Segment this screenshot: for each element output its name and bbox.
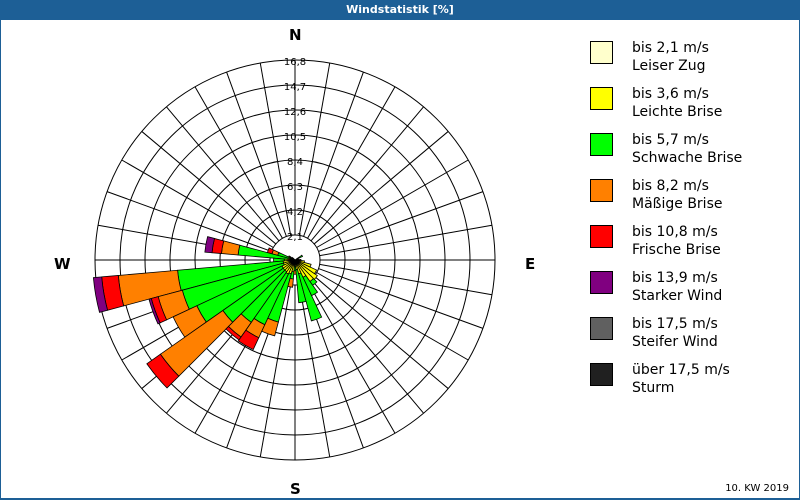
rose-wedge bbox=[261, 317, 279, 337]
legend-swatch bbox=[590, 225, 613, 248]
rose-wedge bbox=[295, 268, 307, 304]
legend: bis 2,1 m/s Leiser Zug bis 3,6 m/s Leichte… bbox=[590, 40, 790, 409]
legend-swatch bbox=[590, 271, 613, 294]
legend-item: bis 8,2 m/s Mäßige Brise bbox=[590, 178, 790, 225]
rose-wedge bbox=[146, 353, 180, 389]
compass-south: S bbox=[290, 480, 301, 498]
rose-wedge bbox=[92, 276, 109, 313]
compass-east: E bbox=[525, 255, 536, 273]
legend-swatch bbox=[590, 317, 613, 340]
legend-item: bis 10,8 m/s Frische Brise bbox=[590, 224, 790, 271]
rose-wedge bbox=[204, 236, 215, 254]
rose-wedge bbox=[237, 329, 260, 351]
chart-panel: 2,1 4,2 6,3 8,4 10,5 12,6 14,7 16,8 N E S W bis… bbox=[1, 20, 799, 498]
legend-range: bis 10,8 m/s bbox=[632, 224, 718, 240]
svg-text:4,2: 4,2 bbox=[287, 207, 303, 218]
legend-label: Leichte Brise bbox=[632, 104, 723, 120]
week-label: 10. KW 2019 bbox=[725, 483, 789, 494]
rose-wedge bbox=[309, 277, 318, 286]
legend-label: Starker Wind bbox=[632, 288, 723, 304]
legend-label: Leiser Zug bbox=[632, 58, 706, 74]
legend-range: bis 8,2 m/s bbox=[632, 178, 709, 194]
rose-wedge bbox=[172, 305, 207, 338]
chart-title: Windstatistik [%] bbox=[0, 0, 800, 20]
rose-wedge bbox=[291, 256, 294, 260]
compass-west: W bbox=[54, 255, 71, 273]
legend-item: bis 5,7 m/s Schwache Brise bbox=[590, 132, 790, 179]
rose-wedge bbox=[287, 277, 294, 288]
wind-rose: 2,1 4,2 6,3 8,4 10,5 12,6 14,7 16,8 bbox=[92, 57, 496, 461]
svg-text:2,1: 2,1 bbox=[287, 232, 303, 243]
legend-swatch bbox=[590, 363, 613, 386]
legend-label: Steifer Wind bbox=[632, 334, 718, 350]
rose-wedge bbox=[221, 240, 241, 256]
rose-wedge bbox=[266, 247, 274, 255]
svg-text:8,4: 8,4 bbox=[287, 157, 303, 168]
legend-label: Frische Brise bbox=[632, 242, 721, 258]
legend-range: über 17,5 m/s bbox=[632, 362, 730, 378]
svg-text:12,6: 12,6 bbox=[284, 107, 306, 118]
legend-item: bis 17,5 m/s Steifer Wind bbox=[590, 316, 790, 363]
legend-range: bis 17,5 m/s bbox=[632, 316, 718, 332]
svg-text:6,3: 6,3 bbox=[287, 182, 303, 193]
rose-wedge bbox=[298, 254, 304, 259]
rose-wedge bbox=[225, 325, 242, 341]
rose-wedge bbox=[148, 298, 161, 325]
svg-text:10,5: 10,5 bbox=[284, 132, 306, 143]
compass-north: N bbox=[289, 26, 302, 44]
legend-range: bis 3,6 m/s bbox=[632, 86, 709, 102]
rose-wedge bbox=[298, 272, 323, 322]
svg-text:14,7: 14,7 bbox=[284, 82, 306, 93]
legend-item: bis 3,6 m/s Leichte Brise bbox=[590, 86, 790, 133]
legend-label: Mäßige Brise bbox=[632, 196, 723, 212]
svg-text:16,8: 16,8 bbox=[284, 57, 306, 68]
legend-label: Schwache Brise bbox=[632, 150, 743, 166]
rose-wedge bbox=[302, 275, 319, 297]
legend-swatch bbox=[590, 41, 613, 64]
legend-range: bis 5,7 m/s bbox=[632, 132, 709, 148]
legend-item: über 17,5 m/s Sturm bbox=[590, 362, 790, 409]
legend-item: bis 13,9 m/s Starker Wind bbox=[590, 270, 790, 317]
legend-swatch bbox=[590, 179, 613, 202]
rose-wedge bbox=[237, 244, 289, 260]
legend-label: Sturm bbox=[632, 380, 675, 396]
legend-swatch bbox=[590, 133, 613, 156]
legend-range: bis 2,1 m/s bbox=[632, 40, 709, 56]
legend-item: bis 2,1 m/s Leiser Zug bbox=[590, 40, 790, 87]
legend-swatch bbox=[590, 87, 613, 110]
legend-range: bis 13,9 m/s bbox=[632, 270, 718, 286]
